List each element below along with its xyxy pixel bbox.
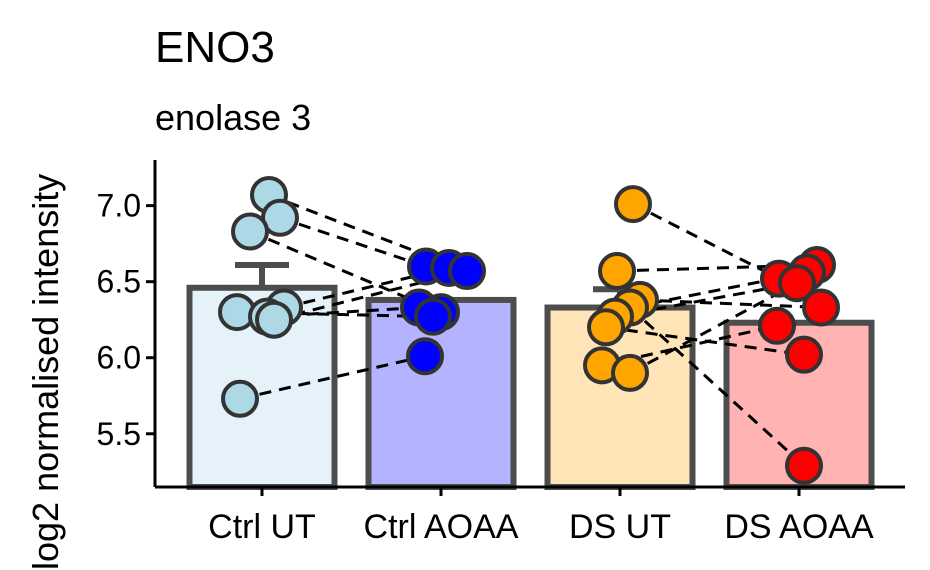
data-point xyxy=(614,185,652,224)
x-tick-label: Ctrl UT xyxy=(208,508,316,546)
chart-subtitle: enolase 3 xyxy=(155,97,311,138)
x-tick-label: DS UT xyxy=(569,508,671,546)
pairing-line xyxy=(629,281,798,375)
axes-group: 5.5 6.0 6.5 7.0 Ctrl UT Ctrl AOAA DS UT DS AOAA xyxy=(97,160,905,546)
pairing-line xyxy=(279,216,427,268)
pairing-line xyxy=(268,193,468,273)
pairing-line xyxy=(239,354,426,401)
data-point xyxy=(598,252,636,291)
data-point xyxy=(448,252,486,291)
x-tick-label: Ctrl AOAA xyxy=(364,508,519,546)
data-point xyxy=(611,353,649,392)
pairing-line xyxy=(639,298,822,310)
y-tick-label: 6.0 xyxy=(97,340,141,376)
data-point xyxy=(785,335,823,374)
points-group xyxy=(218,175,840,485)
data-point xyxy=(414,297,452,336)
y-axis-label: log2 normalised intensity xyxy=(25,174,66,570)
data-point xyxy=(587,308,625,347)
y-tick-label: 5.5 xyxy=(97,416,141,452)
pairing-line xyxy=(249,230,442,314)
pairing-line xyxy=(632,202,780,280)
y-tick-label: 6.5 xyxy=(97,264,141,300)
data-point xyxy=(785,446,823,485)
data-point xyxy=(221,379,259,418)
x-tick-label: DS AOAA xyxy=(724,508,874,546)
pairing-line xyxy=(605,325,805,357)
chart-title: ENO3 xyxy=(155,23,275,72)
pairing-line xyxy=(236,310,434,319)
data-point xyxy=(778,264,816,303)
data-point xyxy=(406,337,444,376)
data-point xyxy=(255,300,293,339)
y-tick-label: 7.0 xyxy=(97,188,141,224)
data-point xyxy=(758,306,796,345)
data-point xyxy=(231,212,269,251)
data-point xyxy=(802,288,840,327)
